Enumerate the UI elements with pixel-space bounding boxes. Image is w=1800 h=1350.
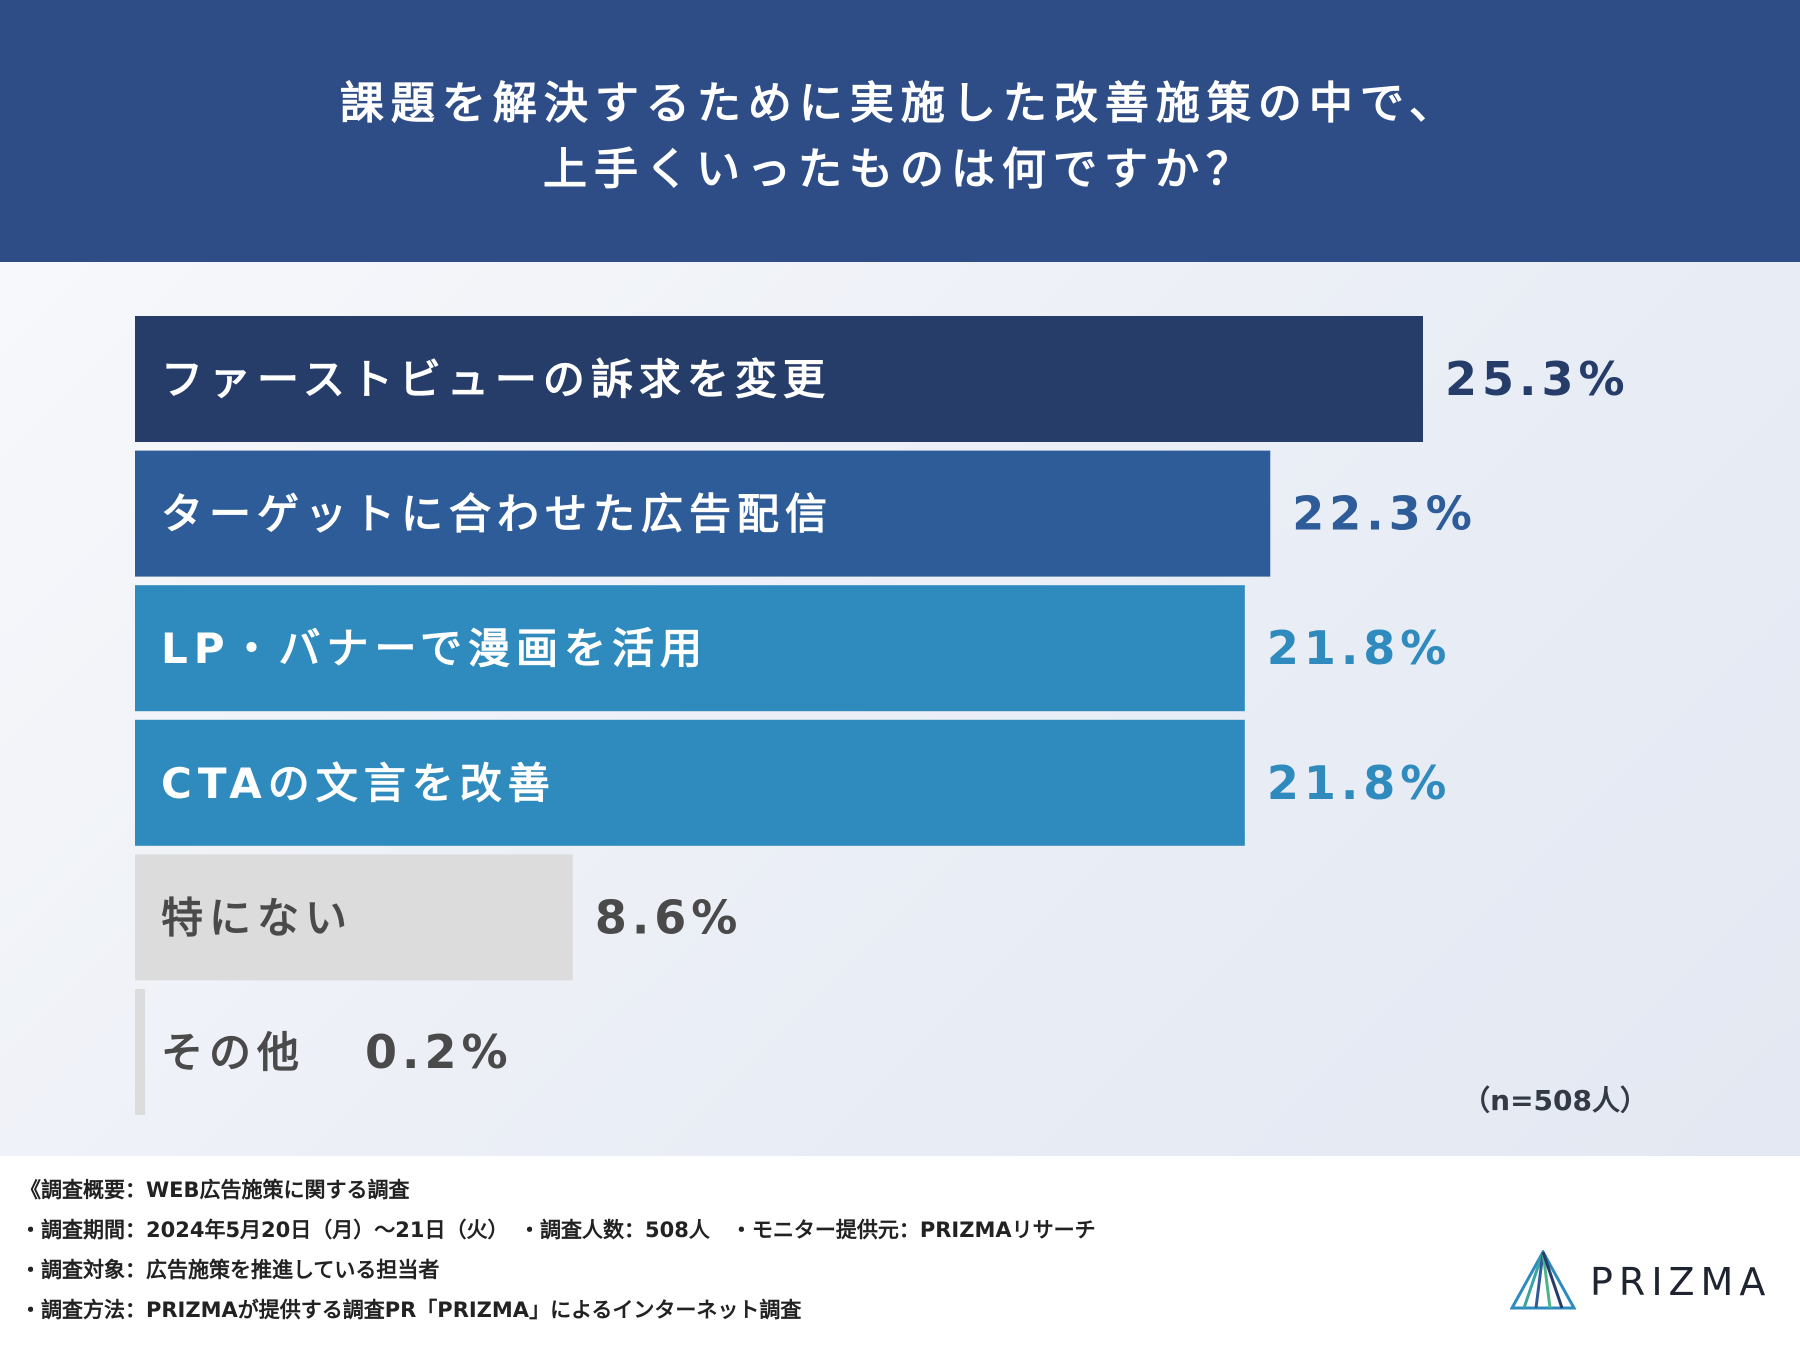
bar-label-3: LP・バナーで漫画を活用 [161, 624, 708, 673]
sample-size-note: （n=508人） [1462, 1084, 1648, 1117]
bar-label-1: ファーストビューの訴求を変更 [161, 355, 831, 404]
survey-period: ・調査期間：2024年5月20日（月）〜21日（火） ・調査人数：508人 ・モ… [20, 1218, 1096, 1242]
title-line-2: 上手くいったものは何ですか？ [543, 144, 1257, 195]
survey-overview: 《調査概要：WEB広告施策に関する調査 [20, 1178, 410, 1202]
prism-logo-icon [1510, 1250, 1576, 1310]
bar-value-6: 0.2% [365, 1025, 513, 1079]
chart-title: 課題を解決するために実施した改善施策の中で、 上手くいったものは何ですか？ [0, 71, 1800, 203]
bar-3 [135, 585, 1245, 712]
logo-wordmark: PRIZMA [1590, 1260, 1772, 1304]
bar-value-3: 21.8% [1267, 621, 1452, 675]
bar-value-2: 22.3% [1292, 487, 1477, 541]
bar-label-5: 特にない [161, 893, 353, 942]
bar-6 [135, 989, 146, 1115]
prizma-logo: PRIZMA [1510, 1250, 1770, 1312]
bar-1 [135, 316, 1423, 442]
bar-value-5: 8.6% [595, 890, 743, 944]
bar-value-1: 25.3% [1445, 352, 1630, 406]
bar-label-2: ターゲットに合わせた広告配信 [161, 490, 833, 539]
survey-footer: 《調査概要：WEB広告施策に関する調査 ・調査期間：2024年5月20日（月）〜… [0, 1156, 1800, 1350]
bar-2 [135, 450, 1271, 577]
header-banner: 課題を解決するために実施した改善施策の中で、 上手くいったものは何ですか？ [0, 0, 1800, 262]
bar-5 [135, 854, 573, 981]
title-line-1: 課題を解決するために実施した改善施策の中で、 [339, 78, 1461, 129]
chart-area: ファーストビューの訴求を変更 25.3% ターゲットに合わせた広告配信 22.3% LP… [0, 262, 1800, 1156]
survey-target: ・調査対象：広告施策を推進している担当者 [20, 1258, 440, 1282]
bar-4 [135, 719, 1245, 846]
bar-label-6: その他 [161, 1028, 305, 1077]
bar-chart: ファーストビューの訴求を変更 25.3% ターゲットに合わせた広告配信 22.3% LP… [135, 316, 1630, 1115]
survey-method: ・調査方法：PRIZMAが提供する調査PR「PRIZMA」によるインターネット調… [20, 1298, 802, 1322]
bar-label-4: CTAの文言を改善 [161, 759, 556, 808]
bar-value-4: 21.8% [1267, 756, 1452, 810]
